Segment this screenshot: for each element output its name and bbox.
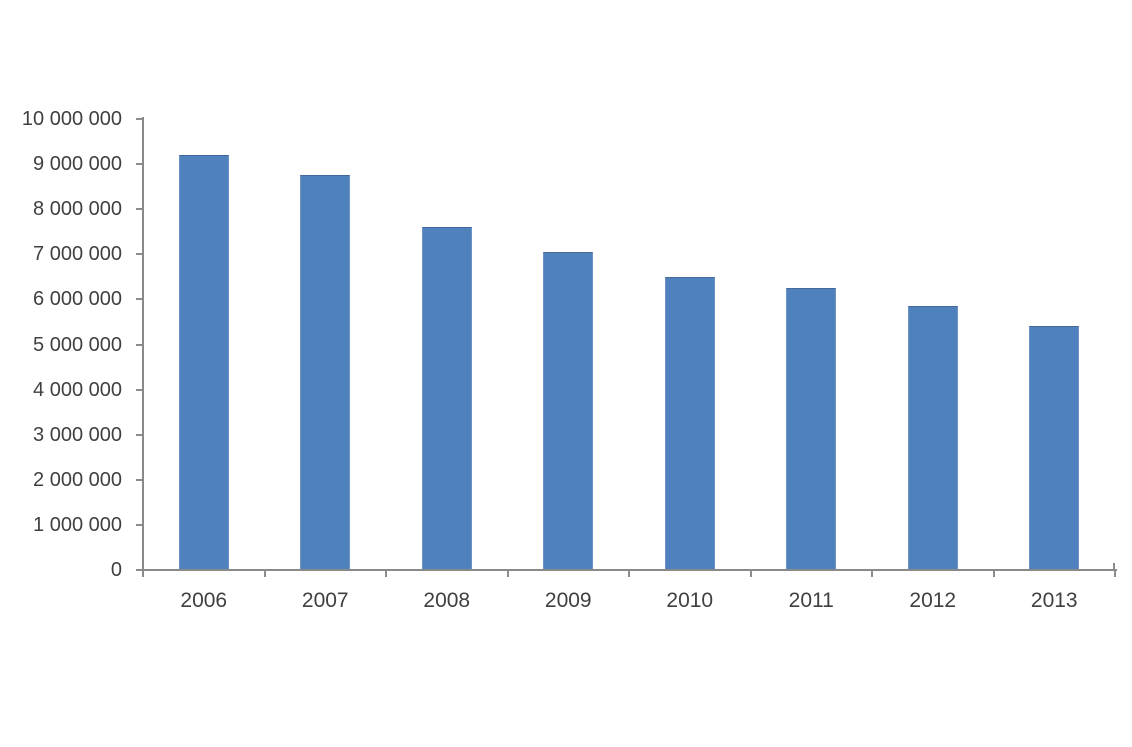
x-tick-label-2009: 2009 bbox=[544, 589, 592, 612]
y-tick-label-4: 4 000 000 bbox=[33, 378, 122, 401]
x-axis-end-stub bbox=[1113, 563, 1115, 570]
y-tick-label-3: 3 000 000 bbox=[33, 423, 122, 446]
x-tick-mark-6 bbox=[871, 570, 873, 577]
y-tick-mark-2 bbox=[136, 478, 143, 481]
y-tick-mark-3 bbox=[136, 433, 143, 436]
y-tick-mark-8 bbox=[136, 208, 143, 211]
x-tick-label-2013: 2013 bbox=[1030, 589, 1078, 612]
x-tick-mark-0 bbox=[142, 570, 144, 577]
y-tick-label-2: 2 000 000 bbox=[33, 468, 122, 491]
x-tick-mark-4 bbox=[628, 570, 630, 577]
bar-2007 bbox=[300, 175, 351, 570]
y-tick-label-10: 10 000 000 bbox=[21, 108, 122, 130]
y-tick-label-6: 6 000 000 bbox=[33, 288, 122, 311]
y-tick-label-0: 0 bbox=[110, 559, 122, 581]
y-tick-mark-9 bbox=[136, 163, 143, 166]
y-tick-label-5: 5 000 000 bbox=[33, 333, 122, 356]
bar-2006 bbox=[178, 155, 229, 570]
bar-2009 bbox=[543, 252, 594, 570]
y-tick-mark-6 bbox=[136, 298, 143, 301]
y-tick-mark-7 bbox=[136, 253, 143, 256]
bar-2011 bbox=[786, 288, 837, 570]
x-tick-mark-7 bbox=[992, 570, 995, 577]
x-tick-label-2012: 2012 bbox=[909, 589, 957, 612]
x-tick-label-2007: 2007 bbox=[301, 589, 349, 612]
x-tick-label-2010: 2010 bbox=[666, 589, 714, 612]
bar-2013 bbox=[1029, 326, 1080, 570]
x-tick-label-2011: 2011 bbox=[788, 589, 834, 612]
y-tick-mark-5 bbox=[136, 343, 143, 346]
y-tick-mark-10 bbox=[136, 118, 143, 120]
y-tick-label-1: 1 000 000 bbox=[33, 513, 122, 536]
x-tick-mark-1 bbox=[263, 570, 266, 577]
y-tick-label-8: 8 000 000 bbox=[33, 198, 122, 221]
y-tick-label-7: 7 000 000 bbox=[33, 243, 122, 266]
x-tick-mark-8 bbox=[1114, 570, 1116, 577]
y-tick-mark-4 bbox=[136, 388, 143, 391]
x-tick-mark-3 bbox=[506, 570, 509, 577]
bar-2010 bbox=[664, 276, 715, 570]
x-tick-label-2006: 2006 bbox=[180, 589, 228, 612]
bar-2008 bbox=[421, 227, 472, 570]
x-tick-label-2008: 2008 bbox=[423, 589, 471, 612]
x-tick-mark-5 bbox=[749, 570, 752, 577]
x-tick-mark-2 bbox=[385, 570, 387, 577]
x-axis-line bbox=[136, 569, 1117, 571]
bar-2012 bbox=[907, 306, 958, 570]
y-axis-line bbox=[142, 117, 144, 572]
y-tick-label-9: 9 000 000 bbox=[33, 153, 122, 176]
y-tick-mark-1 bbox=[136, 523, 143, 526]
